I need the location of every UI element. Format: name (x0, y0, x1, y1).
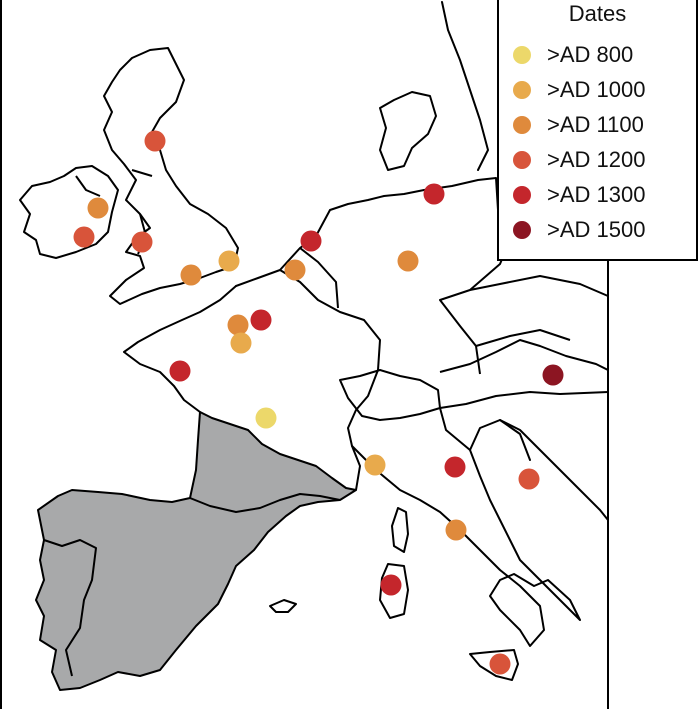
site-belgium (284, 259, 306, 281)
site-netherlands (300, 230, 322, 252)
legend-item: >AD 800 (513, 38, 633, 72)
ireland (19, 165, 119, 259)
site-paris (250, 309, 272, 331)
balkan-coast (499, 419, 609, 521)
map-frame (0, 0, 609, 709)
legend-label: >AD 1100 (547, 112, 644, 137)
legend-swatch (513, 221, 531, 239)
benelux-border (299, 247, 339, 309)
site-austria-east (542, 364, 564, 386)
site-tuscany (444, 456, 466, 478)
legend-swatch (513, 81, 531, 99)
site-ireland-east (87, 197, 109, 219)
site-normandy (227, 314, 249, 336)
legend-item: >AD 1100 (513, 108, 644, 142)
continental-north-coast (235, 177, 497, 287)
italy (351, 419, 581, 647)
site-wales (131, 231, 153, 253)
legend-swatch (513, 116, 531, 134)
corsica (391, 507, 409, 553)
legend-item: >AD 1300 (513, 178, 645, 212)
balearic-islands (269, 599, 297, 613)
legend-swatch (513, 151, 531, 169)
scotland-england-border (131, 169, 153, 177)
site-ireland-south (73, 226, 95, 248)
legend-swatch (513, 46, 531, 64)
legend-item: >AD 1000 (513, 73, 645, 107)
site-england-southeast (218, 250, 240, 272)
legend-label: >AD 1300 (547, 182, 646, 207)
legend-label: >AD 1500 (547, 217, 646, 242)
great-britain (103, 47, 239, 305)
portugal-border (43, 539, 97, 677)
iberia-shaded (35, 411, 357, 691)
legend-label: >AD 1000 (547, 77, 646, 102)
pyrenees-border (189, 493, 341, 513)
site-denmark-south (423, 183, 445, 205)
site-central-italy (445, 519, 467, 541)
legend-item: >AD 1200 (513, 143, 645, 177)
sweden-south (441, 1, 489, 171)
site-scotland-east (144, 130, 166, 152)
site-adriatic (518, 468, 540, 490)
northern-ireland-border (75, 175, 101, 197)
site-germany-central (397, 250, 419, 272)
legend-title: Dates (568, 1, 627, 26)
site-provence (364, 454, 386, 476)
site-england-south (180, 264, 202, 286)
site-central-france (255, 407, 277, 429)
italy-north-border (439, 407, 471, 451)
site-sicily (489, 653, 511, 675)
sicily (469, 649, 519, 681)
legend-label: >AD 1200 (547, 147, 646, 172)
site-loire (230, 332, 252, 354)
legend-swatch (513, 186, 531, 204)
legend-label: >AD 800 (547, 42, 634, 67)
czech-border (469, 275, 609, 347)
site-sardinia (380, 574, 402, 596)
legend: Dates >AD 800 >AD 1000 >AD 1100 >AD 1200… (497, 0, 698, 261)
france-coast (123, 285, 237, 413)
austria-border (439, 339, 609, 409)
denmark (379, 91, 437, 171)
site-brittany (169, 360, 191, 382)
legend-item: >AD 1500 (513, 213, 645, 247)
